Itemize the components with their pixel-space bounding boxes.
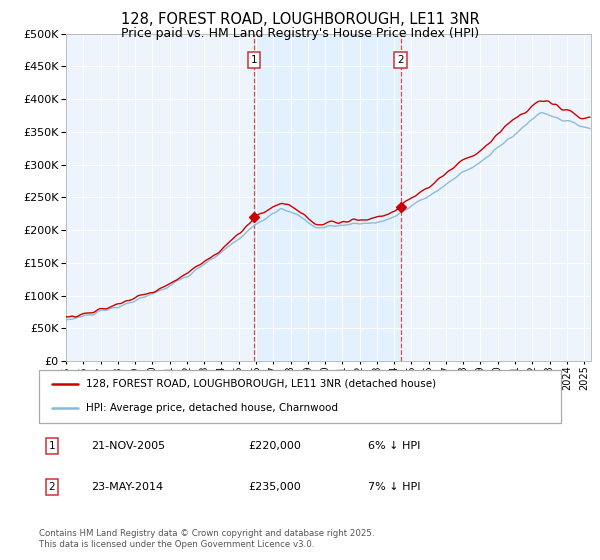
FancyBboxPatch shape (39, 370, 561, 423)
Text: Price paid vs. HM Land Registry's House Price Index (HPI): Price paid vs. HM Land Registry's House … (121, 27, 479, 40)
Text: 128, FOREST ROAD, LOUGHBOROUGH, LE11 3NR: 128, FOREST ROAD, LOUGHBOROUGH, LE11 3NR (121, 12, 479, 27)
Text: 2: 2 (397, 55, 404, 65)
Text: 128, FOREST ROAD, LOUGHBOROUGH, LE11 3NR (detached house): 128, FOREST ROAD, LOUGHBOROUGH, LE11 3NR… (86, 379, 436, 389)
Text: 1: 1 (251, 55, 257, 65)
Bar (254, 34, 401, 361)
Text: HPI: Average price, detached house, Charnwood: HPI: Average price, detached house, Char… (86, 403, 338, 413)
Text: £235,000: £235,000 (248, 482, 301, 492)
Text: Contains HM Land Registry data © Crown copyright and database right 2025.
This d: Contains HM Land Registry data © Crown c… (39, 529, 374, 549)
Text: 1: 1 (49, 441, 55, 451)
Text: £220,000: £220,000 (248, 441, 301, 451)
Text: 21-NOV-2005: 21-NOV-2005 (91, 441, 166, 451)
Text: 7% ↓ HPI: 7% ↓ HPI (368, 482, 421, 492)
Text: 23-MAY-2014: 23-MAY-2014 (91, 482, 163, 492)
Text: 2: 2 (49, 482, 55, 492)
Text: 6% ↓ HPI: 6% ↓ HPI (368, 441, 420, 451)
